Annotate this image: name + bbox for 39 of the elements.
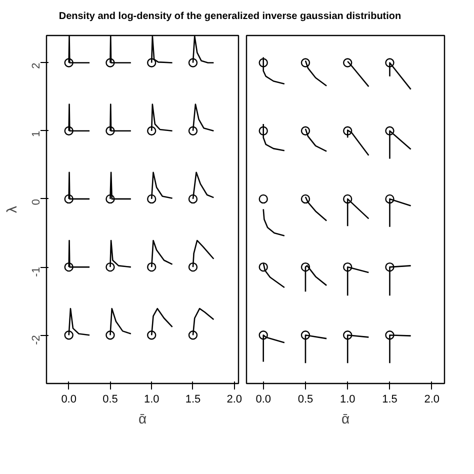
point (343, 126, 352, 136)
x-tick-label: 2.0 (226, 394, 242, 406)
y-axis-title: λ (4, 206, 20, 214)
x-tick-label: 0.0 (256, 394, 271, 406)
x-tick-label: 1.0 (340, 394, 356, 406)
point (258, 194, 268, 204)
point (258, 58, 268, 68)
point (258, 126, 268, 136)
point (343, 330, 352, 340)
point (300, 194, 310, 204)
point (300, 330, 310, 340)
x-tick-label: 2.0 (424, 394, 440, 406)
y-tick-label: 1 (30, 131, 42, 138)
point (300, 58, 310, 68)
point (300, 262, 310, 272)
point (258, 262, 268, 272)
x-tick-label: 1.0 (144, 394, 160, 406)
point (385, 126, 394, 136)
point (300, 126, 310, 136)
y-tick-label: 2 (30, 63, 42, 70)
x-tick-label: 1.5 (382, 394, 398, 406)
point (343, 262, 352, 272)
y-tick-label: 0 (30, 199, 42, 206)
point (258, 330, 268, 340)
y-tick-label: -2 (30, 335, 42, 346)
point (385, 262, 394, 272)
x-axis-title: ᾱ (138, 410, 147, 427)
point (385, 194, 394, 204)
x-tick-label: 0.0 (61, 394, 76, 406)
point (343, 58, 352, 68)
point (343, 194, 352, 204)
point (385, 58, 394, 68)
x-axis-title: ᾱ (341, 410, 350, 427)
x-tick-label: 0.5 (102, 394, 118, 406)
chart-title: Density and log-density of the generalized inverse gaussian distribution (58, 10, 402, 24)
x-tick-label: 0.5 (298, 394, 314, 406)
y-tick-label: -1 (30, 267, 42, 278)
x-tick-label: 1.5 (185, 394, 201, 406)
point (385, 330, 394, 340)
